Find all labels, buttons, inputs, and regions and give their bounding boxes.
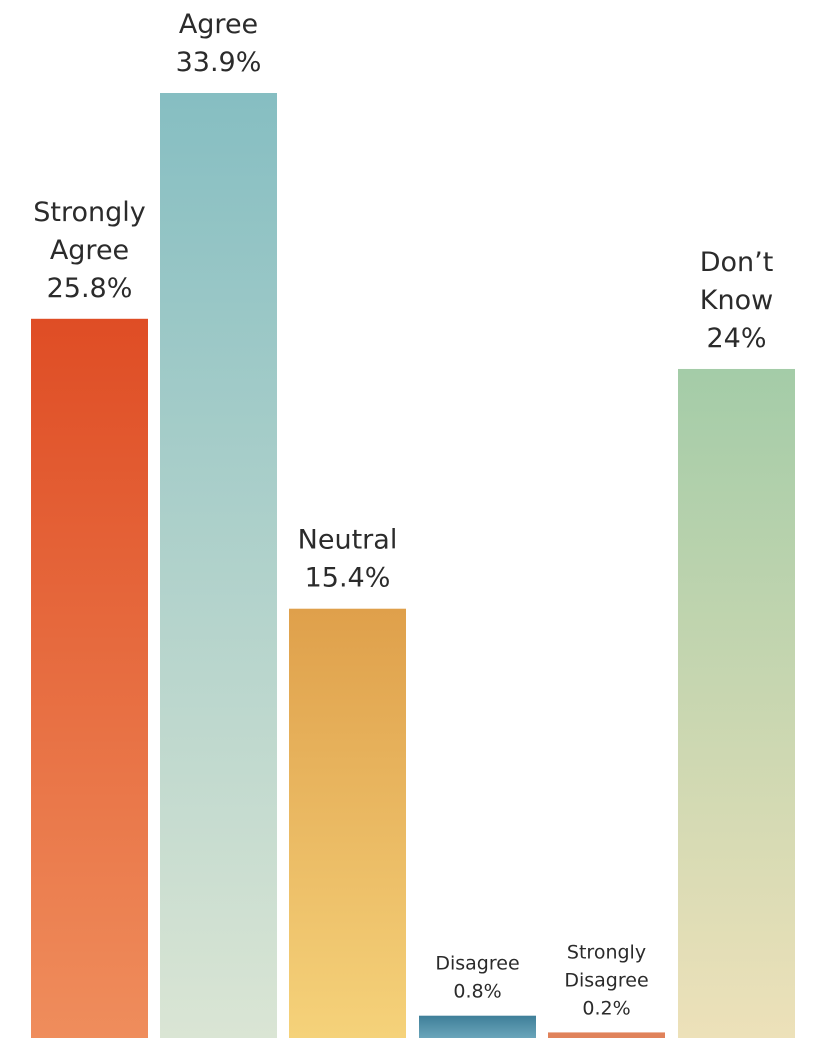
bar-don-t-know [678, 368, 795, 1038]
category-label-strongly-agree: Strongly [33, 197, 146, 228]
category-label-agree: Agree [179, 9, 258, 40]
bar-agree [160, 93, 277, 1038]
label-group-disagree: Disagree 0.8% [435, 953, 519, 1003]
labels-layer: Strongly Agree 25.8% Agree 33.9% Neutral 15.4%… [33, 9, 773, 1019]
label-group-strongly-disagree: Strongly Disagree 0.2% [564, 941, 648, 1019]
category-label-don-t-know: Don’t [700, 247, 774, 278]
bar-neutral [289, 608, 406, 1038]
label-group-neutral: Neutral 15.4% [298, 525, 398, 594]
category-label-disagree: Disagree [435, 953, 519, 975]
bar-strongly-disagree [548, 1032, 665, 1038]
bars-layer [31, 93, 795, 1038]
value-label-disagree: 0.8% [453, 981, 501, 1003]
value-label-neutral: 15.4% [305, 563, 391, 594]
bar-strongly-agree [31, 318, 148, 1038]
value-label-don-t-know: 24% [706, 323, 766, 354]
category-label-strongly-disagree: Disagree [564, 969, 648, 991]
value-label-agree: 33.9% [176, 47, 262, 78]
label-group-don-t-know: Don’t Know 24% [700, 247, 774, 354]
label-group-agree: Agree 33.9% [176, 9, 262, 78]
category-label-strongly-disagree: Strongly [567, 941, 646, 963]
category-label-neutral: Neutral [298, 525, 398, 556]
bar-disagree [419, 1015, 536, 1038]
label-group-strongly-agree: Strongly Agree 25.8% [33, 197, 146, 304]
category-label-strongly-agree: Agree [50, 235, 129, 266]
value-label-strongly-disagree: 0.2% [582, 997, 630, 1019]
value-label-strongly-agree: 25.8% [47, 273, 133, 304]
category-label-don-t-know: Know [700, 285, 773, 316]
